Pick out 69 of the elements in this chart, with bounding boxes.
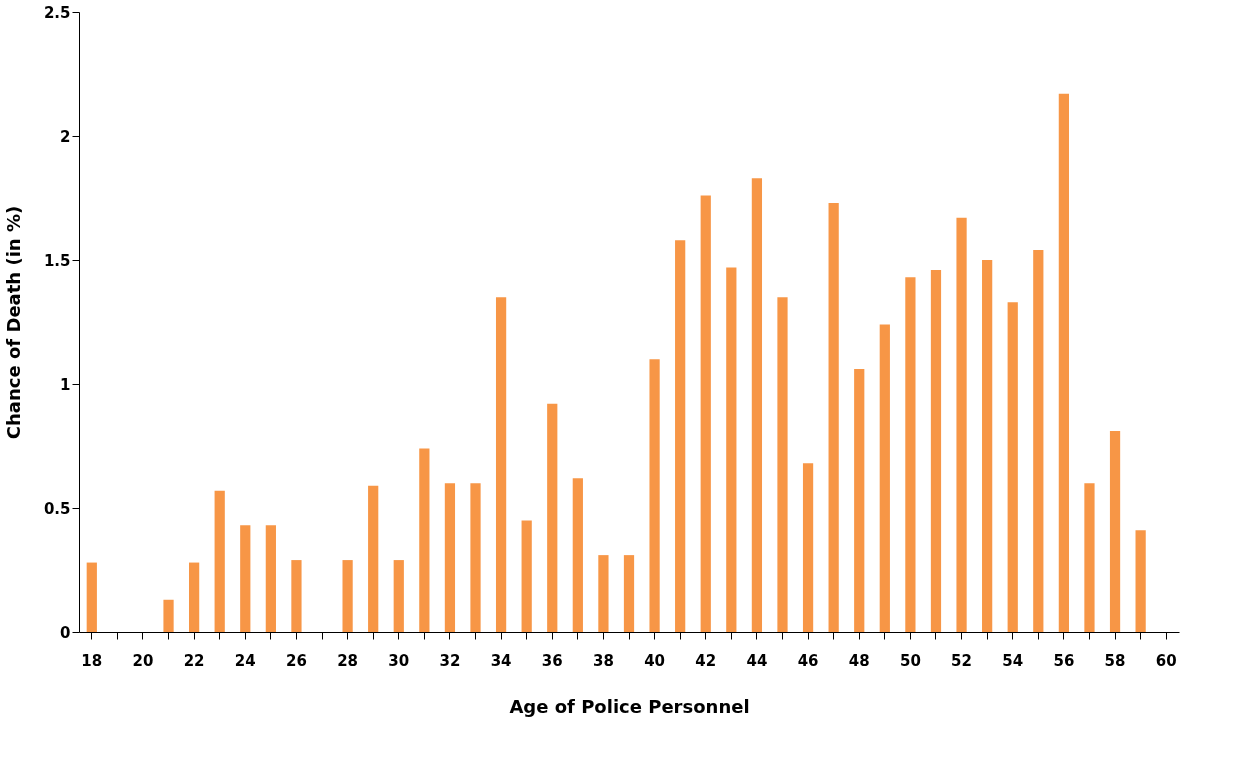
x-tick-label: 18: [81, 651, 103, 670]
bar: [240, 525, 251, 632]
x-tick-label: 42: [695, 651, 717, 670]
x-tick-label: 24: [234, 651, 256, 670]
bar: [1033, 250, 1044, 632]
x-tick-label: 22: [183, 651, 205, 670]
bar: [163, 599, 174, 632]
x-tick-label: 46: [797, 651, 819, 670]
bar: [598, 555, 609, 632]
bar: [342, 560, 353, 632]
y-tick-label: 1: [60, 375, 71, 394]
x-tick-label: 26: [286, 651, 307, 670]
bar: [930, 269, 942, 632]
bar: [1084, 483, 1095, 632]
x-tick-label: 56: [1053, 651, 1075, 670]
bar: [623, 555, 635, 632]
bar: [956, 217, 967, 632]
bar: [726, 267, 737, 632]
bar: [419, 448, 430, 632]
x-tick-label: 54: [1002, 651, 1024, 670]
bar: [700, 195, 711, 632]
x-tick-label: 32: [439, 651, 461, 670]
bar: [1058, 93, 1069, 632]
bar: [982, 260, 993, 632]
y-tick-label: 0: [60, 623, 71, 642]
bar: [444, 483, 456, 632]
bar: [495, 297, 507, 632]
bar: [393, 560, 404, 632]
x-tick-label: 38: [592, 651, 614, 670]
bar: [470, 483, 481, 632]
x-tick-label: 50: [899, 651, 921, 670]
bar: [214, 490, 225, 632]
bar: [802, 463, 814, 632]
y-tick-label: 2: [60, 127, 71, 146]
bar: [521, 520, 532, 632]
y-tick-label: 2.5: [43, 3, 71, 22]
x-tick-label: 34: [490, 651, 512, 670]
bar: [189, 562, 200, 632]
bar: [854, 369, 865, 632]
bar: [675, 240, 686, 632]
bar: [751, 178, 763, 632]
bar: [905, 277, 916, 632]
bar: [547, 403, 558, 632]
x-tick-label: 40: [644, 651, 666, 670]
bar: [265, 525, 276, 632]
x-tick-label: 20: [132, 651, 154, 670]
bar: [86, 562, 97, 632]
bar: [828, 202, 839, 632]
x-tick-label: 36: [541, 651, 563, 670]
x-tick-label: 48: [848, 651, 870, 670]
bar: [291, 560, 302, 632]
y-tick-label: 1.5: [43, 251, 71, 270]
bar: [777, 297, 788, 632]
x-tick-label: 52: [951, 651, 972, 670]
bar: [1135, 530, 1146, 632]
y-tick-label: 0.5: [43, 499, 71, 518]
x-tick-label: 28: [337, 651, 359, 670]
bar: [879, 324, 890, 632]
x-tick-label: 44: [746, 651, 768, 670]
y-axis-title: Chance of Death (in %): [2, 205, 24, 440]
bar: [368, 485, 379, 632]
bar: [649, 359, 660, 632]
x-tick-label: 30: [388, 651, 410, 670]
bar: [1007, 302, 1018, 632]
x-tick-label: 60: [1155, 651, 1177, 670]
x-axis-title: Age of Police Personnel: [509, 695, 750, 717]
x-tick-label: 58: [1104, 651, 1126, 670]
bar: [1109, 431, 1121, 632]
bar: [572, 478, 583, 632]
